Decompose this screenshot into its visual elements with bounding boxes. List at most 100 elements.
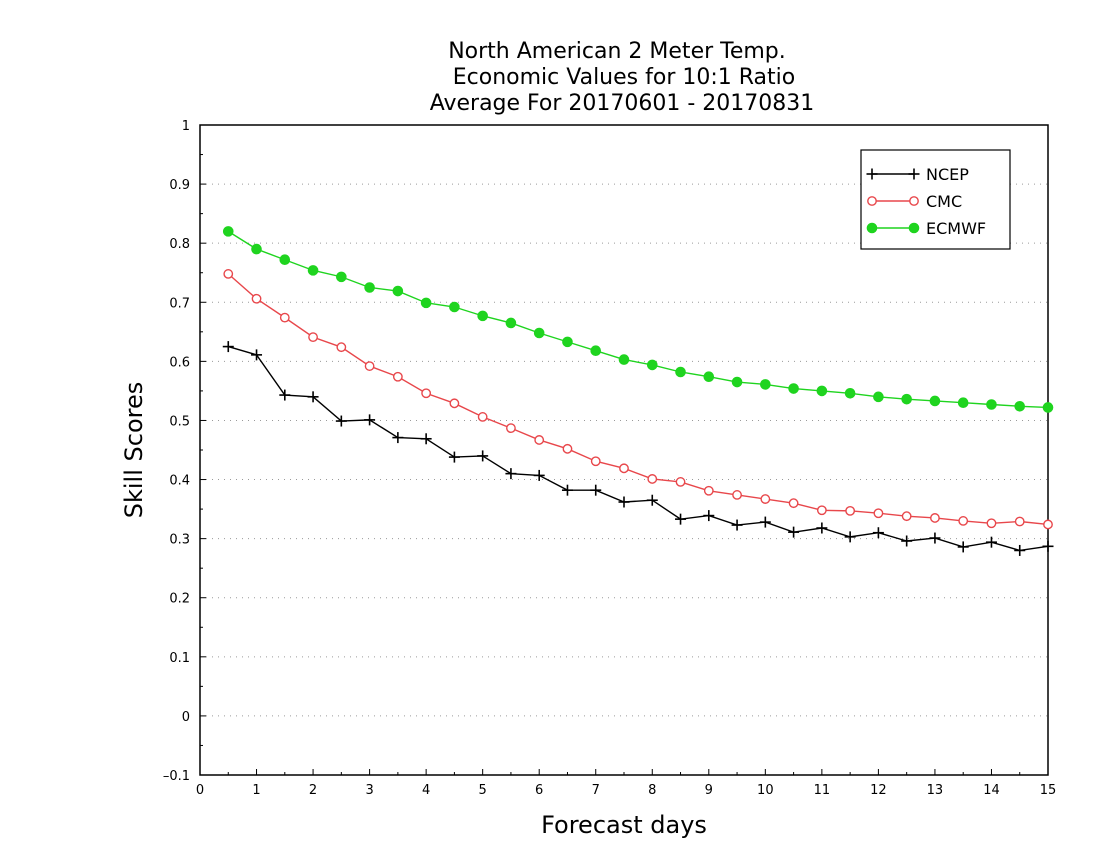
data-point-cmc xyxy=(930,513,940,523)
x-tick-label: 3 xyxy=(365,783,373,798)
data-point-ncep xyxy=(901,535,913,547)
legend-marker-cmc xyxy=(867,196,877,206)
legend-box xyxy=(860,149,1011,250)
x-tick-label: 1 xyxy=(252,783,260,798)
data-point-ncep xyxy=(788,526,800,538)
data-point-ncep xyxy=(561,484,573,496)
series-cmc xyxy=(223,269,1053,530)
data-point-cmc xyxy=(901,511,912,522)
series-line-cmc xyxy=(227,273,1049,526)
data-point-ncep xyxy=(618,496,630,508)
data-point-ncep xyxy=(307,391,319,403)
grid-lines xyxy=(200,183,1048,717)
data-point-ecmwf xyxy=(760,379,771,390)
data-point-cmc xyxy=(619,463,629,474)
data-point-ecmwf xyxy=(957,397,969,409)
data-point-ecmwf xyxy=(449,301,460,313)
data-point-ncep xyxy=(646,494,658,506)
legend-item-cmc: CMC xyxy=(867,192,962,211)
y-tick-label: –0.1 xyxy=(163,769,190,784)
data-point-ecmwf xyxy=(731,376,743,388)
legend-label-cmc: CMC xyxy=(926,192,962,211)
data-point-ecmwf xyxy=(477,310,488,322)
data-point-ecmwf xyxy=(336,271,347,283)
data-point-ncep xyxy=(929,532,941,544)
data-point-cmc xyxy=(1014,516,1025,527)
data-point-ecmwf xyxy=(675,366,686,378)
data-point-cmc xyxy=(392,371,403,382)
data-point-ecmwf xyxy=(873,391,884,403)
y-tick-label: 0 xyxy=(182,710,190,725)
x-axis: 0 1 2 3 4 5 6 7 8 9 10 11 12 13 14 15 xyxy=(196,769,1056,798)
x-tick-label: 9 xyxy=(705,783,713,798)
y-tick-label: 0.9 xyxy=(169,178,190,193)
data-point-cmc xyxy=(279,312,290,323)
data-point-ecmwf xyxy=(392,285,404,297)
x-tick-label: 10 xyxy=(757,783,774,798)
x-tick-label: 0 xyxy=(196,783,204,798)
data-point-ncep xyxy=(392,432,404,444)
data-point-cmc xyxy=(223,269,234,279)
data-point-ncep xyxy=(251,349,263,361)
series-line-ecmwf xyxy=(227,230,1049,409)
chart-title-line-2: Economic Values for 10:1 Ratio xyxy=(453,65,795,90)
x-tick-label: 15 xyxy=(1040,783,1057,798)
data-point-cmc xyxy=(675,477,686,487)
y-tick-label: 0.5 xyxy=(169,414,190,429)
x-tick-label: 11 xyxy=(814,783,831,798)
x-tick-label: 8 xyxy=(648,783,656,798)
data-point-ncep xyxy=(590,484,602,496)
series-ncep xyxy=(222,341,1054,556)
data-point-ncep xyxy=(675,513,687,525)
data-point-cmc xyxy=(958,516,969,526)
data-point-ncep xyxy=(731,519,743,531)
y-tick-label: 0.3 xyxy=(169,533,190,548)
y-tick-label: 0.7 xyxy=(169,296,190,311)
chart-title-line-1: North American 2 Meter Temp. xyxy=(448,39,786,64)
data-point-cmc xyxy=(534,435,545,445)
data-point-ecmwf xyxy=(279,254,291,266)
data-point-cmc xyxy=(251,293,262,304)
data-point-cmc xyxy=(703,485,714,496)
data-point-cmc xyxy=(760,494,771,504)
y-tick-label: 0.6 xyxy=(169,355,190,370)
data-point-ncep xyxy=(844,531,856,543)
data-point-ncep xyxy=(1014,544,1026,556)
y-tick-label: 1 xyxy=(182,119,190,134)
data-point-cmc xyxy=(364,361,375,371)
data-point-cmc xyxy=(845,505,856,516)
data-point-ecmwf xyxy=(844,387,856,399)
x-tick-label: 4 xyxy=(422,783,430,798)
legend-marker-cmc xyxy=(909,196,919,206)
data-point-ecmwf xyxy=(420,297,432,309)
data-point-ecmwf xyxy=(505,317,517,329)
data-point-cmc xyxy=(449,398,460,409)
data-point-ncep xyxy=(703,510,715,522)
y-tick-label: 0.1 xyxy=(169,651,190,666)
data-point-cmc xyxy=(477,412,488,422)
legend-marker-ncep xyxy=(866,168,878,180)
x-tick-label: 6 xyxy=(535,783,543,798)
data-point-ncep xyxy=(222,341,234,353)
data-point-ecmwf xyxy=(307,265,319,276)
data-point-cmc xyxy=(788,498,799,509)
x-tick-label: 2 xyxy=(309,783,317,798)
data-point-ecmwf xyxy=(1042,402,1054,413)
data-point-ncep xyxy=(533,469,545,481)
data-point-cmc xyxy=(986,518,997,529)
y-tick-label: 0.2 xyxy=(169,592,190,607)
x-tick-label: 12 xyxy=(870,783,887,798)
data-point-ecmwf xyxy=(986,399,997,410)
data-point-ecmwf xyxy=(816,385,828,397)
data-point-ncep xyxy=(420,433,432,445)
legend-label-ecmwf: ECMWF xyxy=(926,219,986,238)
x-tick-label: 5 xyxy=(479,783,487,798)
data-point-ncep xyxy=(759,516,771,528)
data-point-ncep xyxy=(364,414,376,426)
legend-marker-ecmwf xyxy=(908,222,920,234)
data-point-ncep xyxy=(816,522,828,534)
data-point-ncep xyxy=(957,541,969,553)
data-point-cmc xyxy=(590,456,601,467)
legend-label-ncep: NCEP xyxy=(926,165,969,184)
